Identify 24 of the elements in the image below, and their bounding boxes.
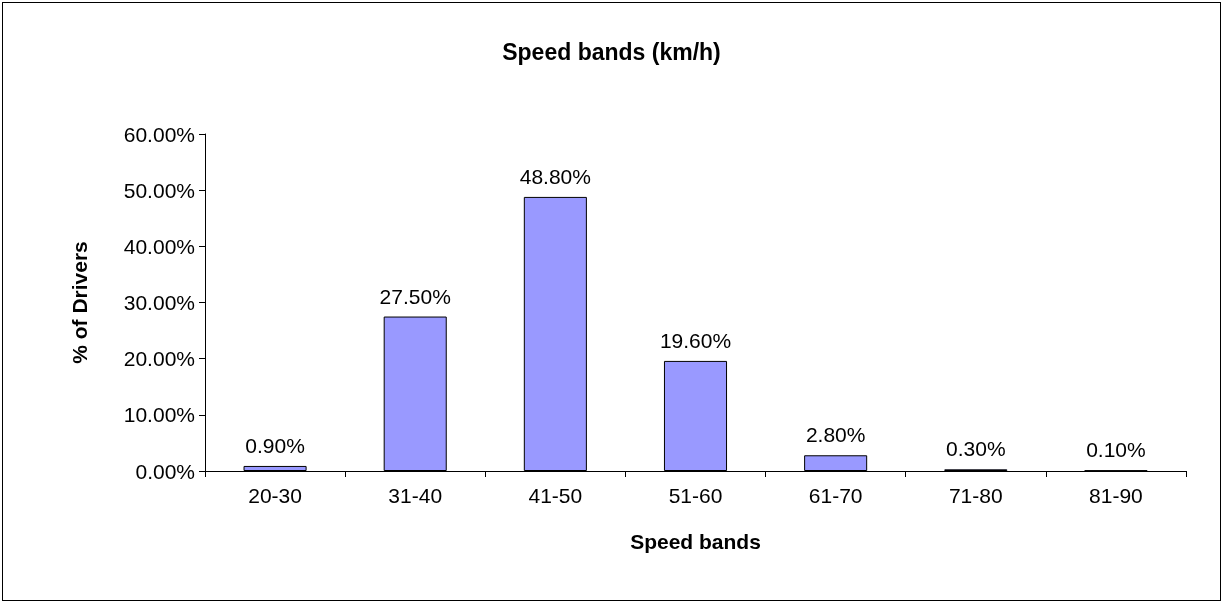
data-label: 48.80% bbox=[519, 164, 591, 188]
y-tick-label: 0.00% bbox=[135, 459, 195, 483]
x-tick-label: 61-70 bbox=[808, 484, 863, 507]
data-label: 0.90% bbox=[245, 433, 305, 457]
x-tick-label: 81-90 bbox=[1089, 484, 1143, 507]
x-tick-label: 41-50 bbox=[528, 484, 583, 507]
data-label: 0.10% bbox=[1086, 438, 1146, 462]
data-label: 2.80% bbox=[805, 423, 866, 447]
data-label: 19.60% bbox=[659, 328, 732, 352]
x-tick-label: 71-80 bbox=[948, 484, 1003, 507]
data-label: 0.30% bbox=[946, 437, 1006, 461]
y-tick-label: 10.00% bbox=[123, 403, 195, 427]
x-tick-label: 20-30 bbox=[248, 484, 302, 507]
y-tick-label: 30.00% bbox=[123, 291, 195, 314]
chart-title: Speed bands (km/h) bbox=[502, 38, 721, 65]
y-tick-label: 20.00% bbox=[123, 347, 195, 371]
data-label: 27.50% bbox=[379, 284, 451, 308]
x-tick-label: 31-40 bbox=[388, 484, 443, 507]
x-tick-label: 51-60 bbox=[668, 484, 723, 507]
y-tick-label: 60.00% bbox=[123, 122, 195, 146]
y-tick-label: 50.00% bbox=[123, 178, 195, 202]
x-axis-title: Speed bands bbox=[630, 530, 761, 553]
y-axis-title: % of Drivers bbox=[68, 241, 91, 364]
y-tick-label: 40.00% bbox=[123, 234, 195, 258]
